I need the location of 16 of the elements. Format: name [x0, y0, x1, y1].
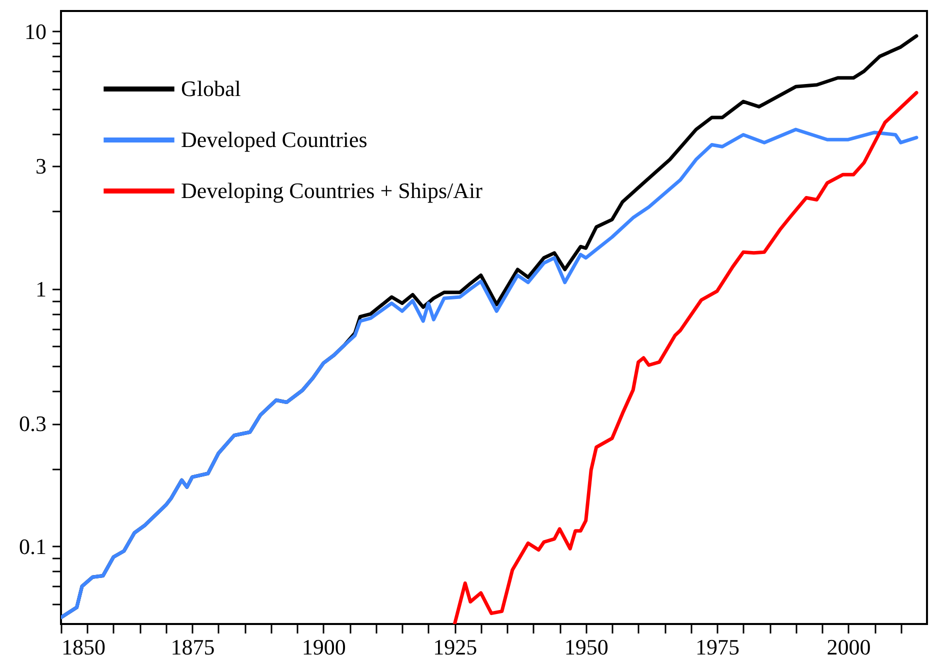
- y-tick-label: 3: [36, 154, 46, 179]
- x-tick-label: 1900: [302, 634, 346, 660]
- line-series: [61, 128, 918, 620]
- x-tick-label: 1975: [696, 634, 740, 660]
- y-tick-label: 1: [36, 276, 46, 302]
- x-tick-label: 1925: [433, 634, 478, 660]
- y-tick-label: 10: [24, 18, 46, 44]
- legend-label: Developed Countries: [181, 127, 368, 152]
- x-tick-label: 1850: [62, 634, 106, 660]
- legend-label: Global: [181, 76, 241, 101]
- y-tick-label: 0.1: [19, 534, 46, 559]
- legend-label: Developing Countries + Ships/Air: [181, 178, 484, 203]
- y-tick-label: 0.3: [19, 411, 46, 436]
- x-tick-label: 1875: [170, 634, 215, 660]
- x-tick-label: 2000: [826, 634, 871, 660]
- x-tick-label: 1950: [564, 634, 608, 660]
